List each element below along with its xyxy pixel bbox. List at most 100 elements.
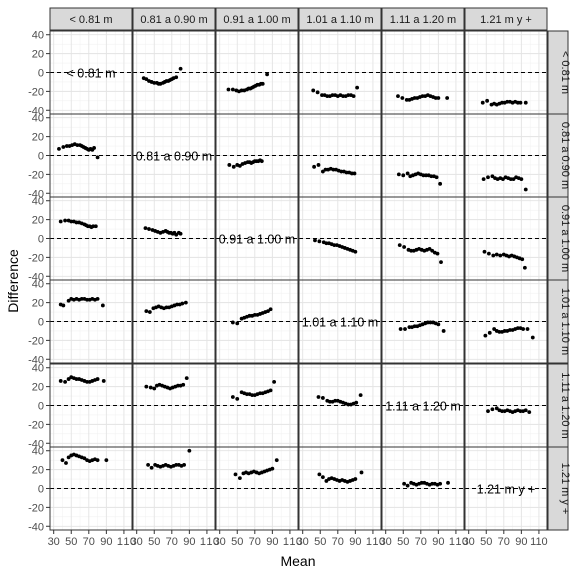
data-point: [268, 307, 273, 312]
data-point: [148, 385, 153, 390]
data-point: [317, 472, 322, 477]
x-tick-label: 70: [498, 536, 510, 548]
diagonal-group-label: 1.21 m y +: [477, 483, 536, 497]
data-point: [527, 410, 532, 415]
data-point: [239, 88, 244, 93]
data-point: [95, 458, 100, 463]
panel-border: [298, 446, 382, 531]
data-point: [501, 177, 505, 182]
panel-border: [215, 446, 299, 531]
data-point: [435, 251, 440, 256]
data-point: [74, 377, 79, 381]
data-point: [231, 164, 236, 169]
y-tick-label: 20: [32, 382, 44, 394]
y-tick-label: 40: [32, 446, 44, 458]
data-point: [324, 241, 329, 246]
y-tick-label: -40: [28, 271, 44, 283]
data-point: [486, 409, 490, 414]
data-point: [412, 96, 417, 100]
x-tick-label-fragment: 0: [130, 536, 136, 548]
data-point: [320, 475, 325, 480]
data-point: [91, 224, 96, 229]
data-point: [424, 173, 428, 178]
data-point: [530, 335, 535, 340]
y-tick-label: 40: [32, 363, 44, 375]
y-tick-label: 20: [32, 298, 44, 310]
x-tick-label: 90: [515, 536, 527, 548]
data-point: [485, 98, 490, 103]
data-point: [483, 333, 488, 338]
data-point: [508, 328, 512, 332]
data-point: [82, 456, 87, 461]
data-point: [270, 466, 275, 471]
data-point: [272, 379, 277, 384]
y-tick-label: 40: [32, 279, 44, 291]
data-point: [230, 320, 235, 325]
data-point: [92, 146, 96, 150]
data-point: [402, 481, 407, 486]
data-points: [57, 66, 535, 488]
data-point: [66, 298, 71, 303]
x-tick-label: 90: [100, 536, 112, 548]
x-tick-label: 50: [314, 536, 326, 548]
data-point: [522, 265, 527, 270]
data-point: [446, 480, 450, 485]
data-point: [330, 93, 335, 98]
data-point: [359, 470, 364, 475]
data-point: [434, 175, 439, 180]
data-point: [93, 224, 98, 229]
data-point: [331, 167, 336, 172]
x-tick-label: 90: [183, 536, 195, 548]
x-tick-label: 30: [48, 536, 60, 548]
data-point: [420, 94, 425, 99]
data-point: [400, 96, 405, 100]
data-point: [430, 481, 435, 486]
data-point: [407, 325, 412, 330]
data-point: [230, 87, 235, 92]
data-point: [60, 458, 65, 463]
x-tick-label-fragment: 1: [206, 536, 212, 548]
data-point: [174, 462, 179, 467]
data-point: [63, 218, 68, 223]
data-point: [174, 75, 179, 80]
x-tick-label: 70: [83, 536, 95, 548]
data-point: [486, 251, 491, 256]
x-tick-label-fragment: 0: [379, 536, 385, 548]
data-point: [497, 329, 502, 334]
y-tick-label: -20: [28, 335, 44, 347]
data-point: [146, 462, 151, 467]
data-point: [227, 163, 232, 167]
y-tick-label: 20: [32, 132, 44, 144]
data-point: [521, 327, 526, 331]
x-tick-label: 90: [432, 536, 444, 548]
x-tick-label: 30: [297, 536, 309, 548]
x-tick-label: 70: [332, 536, 344, 548]
y-tick-label: 20: [32, 49, 44, 61]
data-point: [143, 226, 148, 231]
data-point: [237, 476, 242, 481]
data-point: [187, 448, 192, 453]
data-point: [397, 243, 402, 248]
data-point: [268, 388, 273, 393]
data-point: [237, 163, 242, 168]
data-point: [430, 248, 435, 253]
data-point: [74, 220, 79, 225]
data-point: [421, 173, 426, 178]
data-point: [317, 239, 322, 244]
data-point: [523, 187, 528, 192]
x-tick-label-fragment: 1: [455, 536, 461, 548]
data-point: [316, 163, 321, 167]
column-strip-label: 1.01 a 1.10 m: [306, 14, 373, 26]
data-point: [405, 483, 410, 488]
data-point: [274, 458, 279, 463]
x-tick-label: 50: [231, 536, 243, 548]
data-point: [144, 77, 149, 82]
data-point: [498, 253, 503, 258]
data-point: [490, 407, 495, 412]
data-point: [266, 309, 270, 314]
x-tick-label: 70: [415, 536, 427, 548]
data-point: [252, 312, 257, 317]
y-tick-label: 40: [32, 30, 44, 42]
data-point: [312, 164, 317, 169]
